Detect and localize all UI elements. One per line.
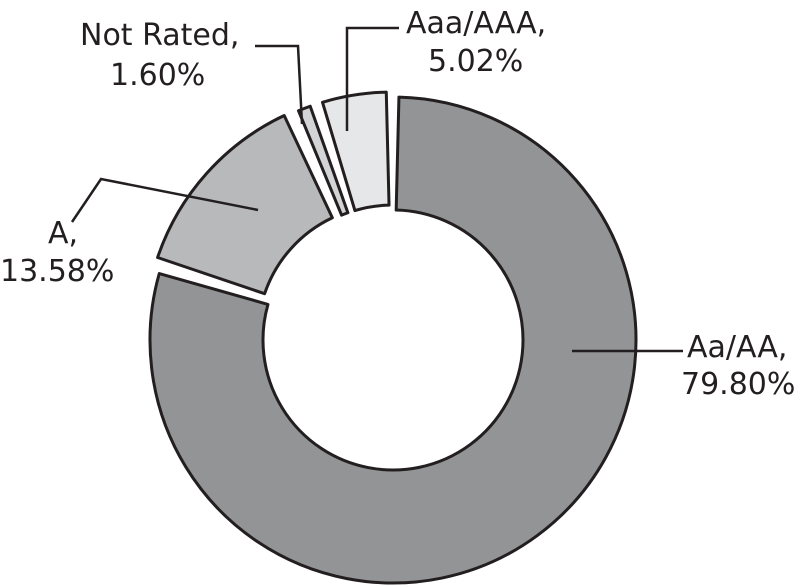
slice-label-name-not-rated: Not Rated, bbox=[80, 18, 239, 53]
slice-label-name-a: A, bbox=[48, 216, 78, 251]
slice-aaa-aaa bbox=[321, 90, 391, 213]
slice-aa-aa bbox=[148, 95, 638, 585]
leader-line-aaa-aaa bbox=[345, 26, 399, 131]
slice-label-name-aa-aa: Aa/AA, bbox=[687, 330, 787, 365]
slices-layer bbox=[148, 90, 638, 585]
slice-a bbox=[156, 114, 334, 296]
leader-line-a bbox=[70, 177, 259, 223]
slice-label-value-not-rated: 1.60% bbox=[110, 58, 205, 93]
leader-line-not-rated bbox=[255, 44, 304, 125]
labels-layer: Aa/AA, 79.80% A, 13.58% Not Rated, 1.60%… bbox=[0, 6, 795, 402]
leader-lines-layer bbox=[70, 26, 683, 353]
slice-label-value-a: 13.58% bbox=[0, 254, 114, 289]
slice-label-name-aaa-aaa: Aaa/AAA, bbox=[406, 6, 546, 41]
slice-label-value-aa-aa: 79.80% bbox=[681, 367, 795, 402]
slice-label-value-aaa-aaa: 5.02% bbox=[428, 44, 523, 79]
